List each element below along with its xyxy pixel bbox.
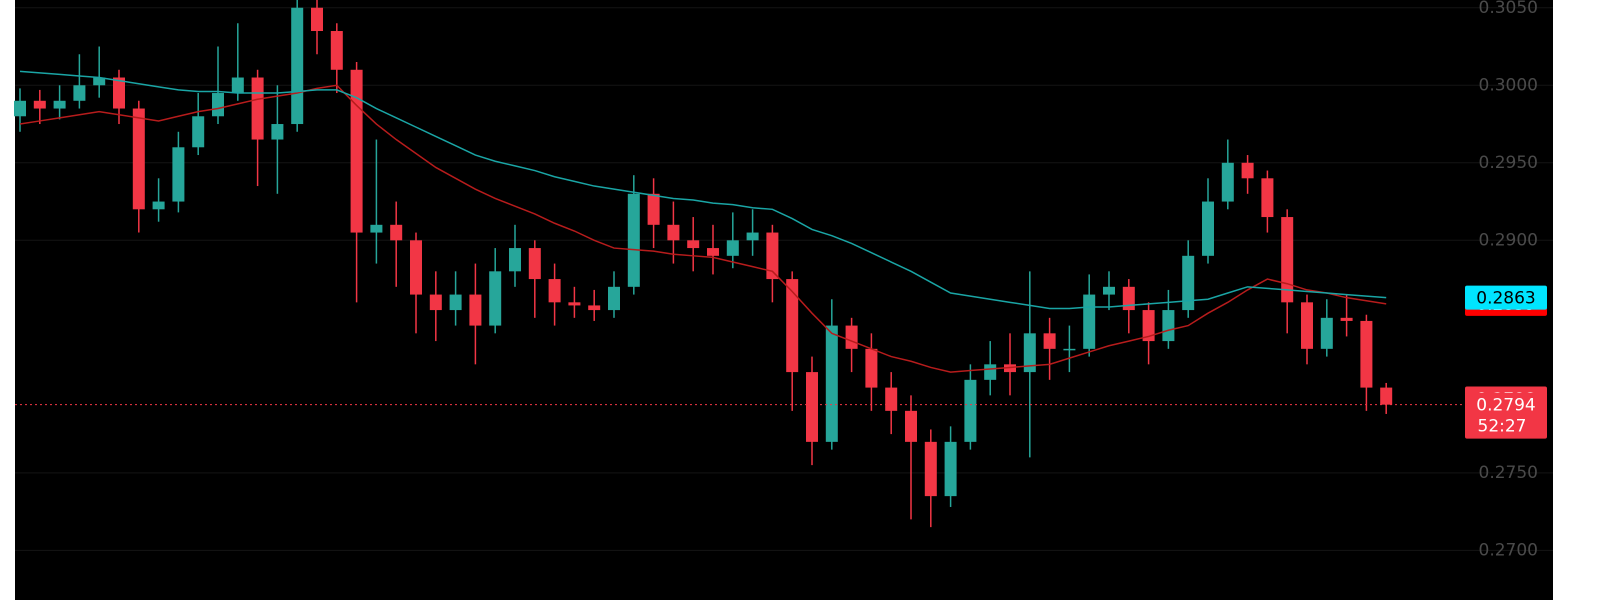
candle-body bbox=[1241, 162, 1254, 179]
candle-body bbox=[885, 387, 898, 411]
countdown: 52:27 bbox=[1478, 417, 1527, 437]
candle-body bbox=[905, 410, 917, 442]
candle-body bbox=[1142, 310, 1155, 342]
candle-body bbox=[647, 193, 660, 225]
candle-body bbox=[33, 100, 46, 109]
candle-body bbox=[1182, 255, 1195, 311]
candle-body bbox=[786, 279, 799, 373]
candle-body bbox=[1360, 320, 1373, 388]
candle-body bbox=[1122, 286, 1135, 311]
candle-body bbox=[172, 147, 185, 202]
candle-body bbox=[766, 232, 779, 280]
candle-body bbox=[291, 7, 304, 125]
candle-body bbox=[489, 271, 502, 326]
candle-body bbox=[113, 77, 125, 109]
y-tick-label: 0.2900 bbox=[1479, 230, 1538, 250]
candle-body bbox=[1162, 310, 1175, 342]
candle-body bbox=[924, 441, 937, 497]
candle-body bbox=[73, 85, 86, 101]
candle-body bbox=[93, 77, 106, 86]
candle-body bbox=[845, 325, 858, 349]
candle-body bbox=[825, 325, 838, 442]
candle-body bbox=[1261, 178, 1274, 218]
last-price-tag: 0.2794 bbox=[1476, 396, 1535, 416]
candle-body bbox=[667, 224, 680, 241]
last-price-box bbox=[1465, 392, 1547, 439]
candle-body bbox=[330, 31, 343, 70]
ma-price-tag: 0.2863 bbox=[1476, 289, 1535, 309]
candle-body bbox=[707, 248, 719, 256]
candle-body bbox=[1281, 217, 1294, 303]
y-tick-label: 0.2700 bbox=[1479, 540, 1538, 560]
candle-body bbox=[1063, 348, 1076, 351]
candle-body bbox=[984, 364, 997, 380]
candle-body bbox=[390, 224, 403, 241]
candle-body bbox=[231, 77, 244, 94]
candle-body bbox=[944, 441, 957, 497]
chart-background bbox=[15, 0, 1553, 600]
moving-average-line bbox=[19, 70, 1387, 310]
candle-body bbox=[1043, 333, 1056, 349]
candle-body bbox=[1380, 387, 1393, 405]
candle-body bbox=[865, 348, 878, 388]
candle-body bbox=[528, 248, 541, 280]
candle-body bbox=[429, 294, 442, 311]
candle-body bbox=[350, 69, 363, 233]
candle-body bbox=[1083, 294, 1096, 349]
candle-body bbox=[469, 294, 482, 326]
candle-body bbox=[271, 124, 284, 140]
candle-body bbox=[370, 224, 383, 233]
candle-body bbox=[1221, 162, 1234, 202]
candle-body bbox=[53, 100, 66, 109]
candle-body bbox=[588, 305, 601, 311]
moving-average-line bbox=[19, 84, 1387, 373]
candle-body bbox=[608, 286, 620, 311]
candle-body bbox=[1023, 333, 1036, 373]
candle-body bbox=[1301, 302, 1313, 349]
ma-price-tag-box bbox=[1465, 285, 1547, 310]
candle-body bbox=[132, 108, 145, 210]
candle-body bbox=[687, 240, 700, 249]
candle-body bbox=[1103, 286, 1115, 295]
candle-body bbox=[311, 7, 323, 32]
candle-body bbox=[964, 379, 977, 442]
y-tick-label: 0.3050 bbox=[1479, 0, 1538, 18]
candle-body bbox=[152, 201, 165, 210]
candle-body bbox=[192, 116, 205, 148]
candle-body bbox=[410, 240, 422, 295]
candle-body bbox=[627, 193, 640, 287]
y-tick-label: 0.3000 bbox=[1479, 75, 1538, 95]
candle-body bbox=[1202, 201, 1214, 256]
candle-body bbox=[1004, 364, 1016, 373]
candle-body bbox=[251, 77, 264, 140]
y-tick-label: 0.2750 bbox=[1479, 463, 1538, 483]
candle-body bbox=[548, 279, 561, 303]
candle-body bbox=[449, 294, 462, 311]
candle-body bbox=[568, 302, 581, 306]
candle-body bbox=[212, 93, 224, 117]
candle-body bbox=[1320, 317, 1333, 349]
y-tick-label: 0.2950 bbox=[1479, 153, 1538, 173]
candle-body bbox=[806, 372, 818, 442]
candle-body bbox=[726, 240, 739, 256]
candle-body bbox=[1340, 317, 1353, 321]
candle-body bbox=[509, 248, 521, 272]
candle-body bbox=[14, 100, 26, 117]
candle-body bbox=[746, 232, 759, 241]
